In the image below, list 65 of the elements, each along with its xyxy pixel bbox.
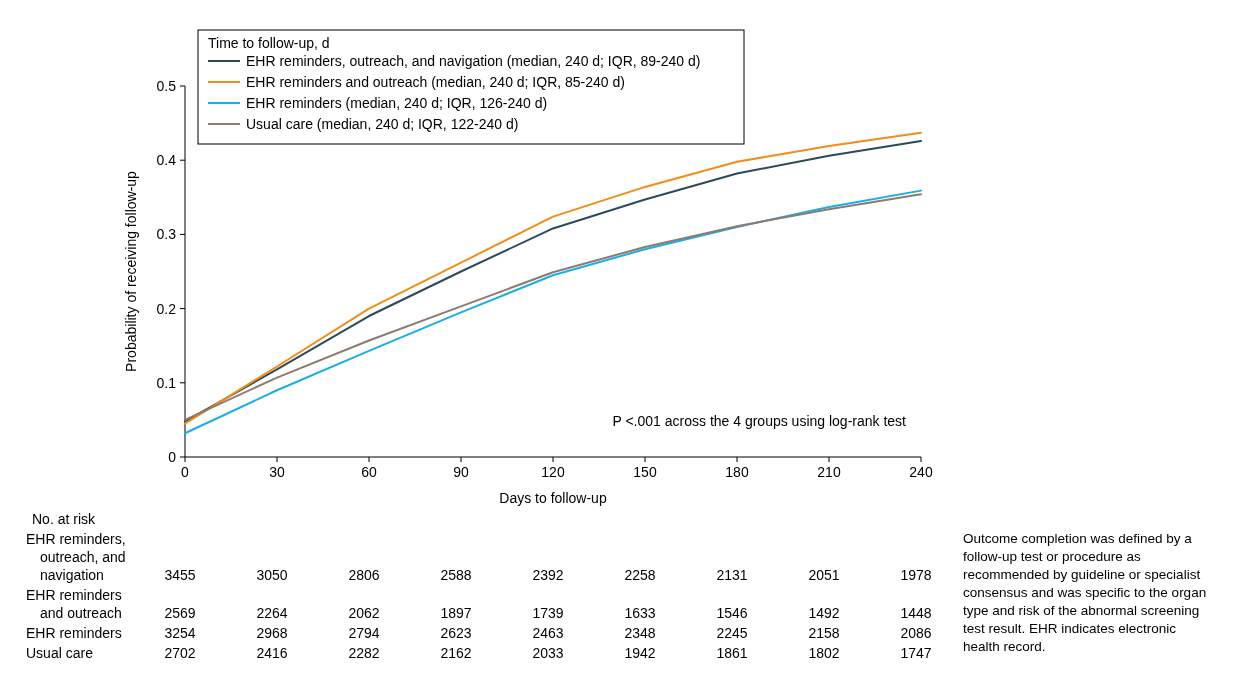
text: Outcome completion was defined by a follow-up test or procedure as recommended by guideline or specialist consensus and was specific to the organ type and risk of the abnormal screening test result. EHR indicates electronic health record. <box>963 531 1207 654</box>
x-tick-label: 60 <box>361 464 377 480</box>
text: 2258 <box>624 567 656 583</box>
y-tick-label: 0.4 <box>156 152 177 169</box>
text: No. at risk <box>32 511 97 527</box>
text: 3254 <box>164 625 196 641</box>
text: 2392 <box>532 567 564 583</box>
text: 2588 <box>440 567 472 583</box>
text: 2794 <box>348 625 380 641</box>
text: 2245 <box>716 625 748 641</box>
text: 2062 <box>348 605 380 621</box>
text: 1492 <box>808 605 840 621</box>
text: EHR reminders and outreach <box>26 587 122 621</box>
y-tick-label: 0 <box>168 449 177 465</box>
text: 1739 <box>532 605 564 621</box>
text: 2158 <box>808 625 840 641</box>
text: 3455 <box>164 567 196 583</box>
x-tick-label: 240 <box>909 464 933 480</box>
text: 2702 <box>164 645 196 661</box>
text: 2348 <box>624 625 656 641</box>
y-tick-label: 0.1 <box>156 374 177 391</box>
text: 2131 <box>716 567 748 583</box>
x-tick-label: 150 <box>633 464 657 480</box>
text: 1897 <box>440 605 472 621</box>
text: 2463 <box>532 625 564 641</box>
x-tick-label: 90 <box>453 464 469 480</box>
text: 1978 <box>900 567 932 583</box>
legend-label: EHR reminders (median, 240 d; IQR, 126-240 d) <box>246 95 548 111</box>
text: EHR reminders <box>26 625 122 641</box>
legend-title: Time to follow-up, d <box>208 35 330 51</box>
x-tick-label: 180 <box>725 464 749 480</box>
text: EHR reminders, outreach, and navigation <box>26 531 126 583</box>
text: 1448 <box>900 605 932 621</box>
text: 2623 <box>440 625 472 641</box>
text: 3050 <box>256 567 288 583</box>
legend-label: EHR reminders, outreach, and navigation (median, 240 d; IQR, 89-240 d) <box>246 53 701 69</box>
annotation: P <.001 across the 4 groups using log-rank test <box>612 413 907 429</box>
text: 2033 <box>532 645 564 661</box>
text: 2086 <box>900 625 932 641</box>
text: 2264 <box>256 605 288 621</box>
y-tick-label: 0.5 <box>156 78 177 94</box>
x-tick-label: 0 <box>181 464 190 480</box>
text: 1633 <box>624 605 656 621</box>
text: 2416 <box>256 645 288 661</box>
text: 1861 <box>716 645 748 661</box>
y-axis-title: Probability of receiving follow-up <box>123 170 139 372</box>
x-tick-label: 120 <box>541 464 565 480</box>
y-tick-label: 0.3 <box>156 226 177 243</box>
text: 2968 <box>256 625 288 641</box>
text: 1802 <box>808 645 840 661</box>
text: 2051 <box>808 567 840 583</box>
text: 2569 <box>164 605 196 621</box>
legend-label: EHR reminders and outreach (median, 240 d; IQR, 85-240 d) <box>246 74 625 90</box>
text: 1942 <box>624 645 656 661</box>
text: 1747 <box>900 645 932 661</box>
x-tick-label: 30 <box>269 464 285 480</box>
text: 2162 <box>440 645 472 661</box>
legend-label: Usual care (median, 240 d; IQR, 122-240 d) <box>246 116 519 132</box>
text: 2282 <box>348 645 380 661</box>
text: 2806 <box>348 567 380 583</box>
x-axis-title: Days to follow-up <box>499 490 607 506</box>
text: 1546 <box>716 605 748 621</box>
y-tick-label: 0.2 <box>156 300 177 317</box>
x-tick-label: 210 <box>817 464 841 480</box>
text: Usual care <box>26 645 94 661</box>
